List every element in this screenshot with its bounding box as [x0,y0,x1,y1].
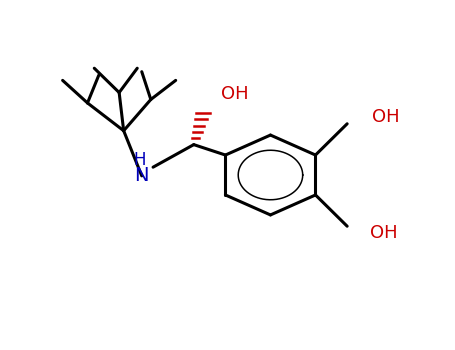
Text: N: N [135,166,149,186]
Text: OH: OH [221,85,248,103]
Text: OH: OH [372,108,399,126]
Text: OH: OH [370,224,397,242]
Text: H: H [133,151,146,169]
